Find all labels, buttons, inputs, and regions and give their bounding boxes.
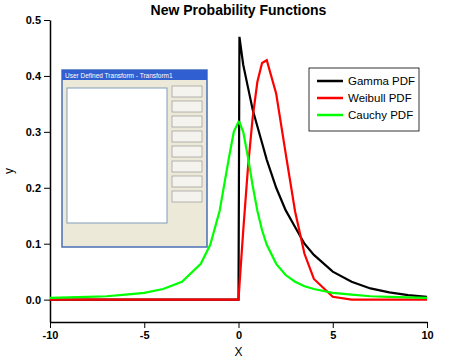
legend-label: Gamma PDF (348, 75, 415, 87)
chart: User Defined Transform - Transform1 -10 -5… (0, 0, 474, 361)
y-tick: 0.3 (26, 126, 50, 138)
dialog-button (172, 191, 202, 202)
y-tick-label: 0.5 (26, 14, 41, 26)
annotation: User Defined Transform - Transform1 (65, 72, 173, 79)
x-tick: 10 (421, 322, 433, 341)
dialog-button (172, 101, 202, 112)
legend: Gamma PDF Weibull PDF Cauchy PDF (309, 68, 419, 131)
y-tick-mark (44, 76, 50, 77)
x-tick-label: 5 (330, 329, 336, 341)
legend-label: Cauchy PDF (348, 109, 413, 121)
dialog-button (172, 131, 202, 142)
dialog-text-area (67, 88, 167, 223)
legend-swatch (317, 97, 343, 100)
legend-label: Weibull PDF (348, 92, 412, 104)
y-tick: 0.2 (26, 182, 50, 194)
y-tick: 0.1 (26, 238, 50, 250)
y-tick-mark (44, 244, 50, 245)
series-line (50, 60, 427, 299)
series-line (50, 122, 427, 298)
y-tick-label: 0.2 (26, 182, 41, 194)
x-tick-label: -5 (140, 329, 150, 341)
y-axis-line (50, 21, 52, 323)
x-tick-mark (239, 322, 240, 328)
title: New Probability Functions (151, 2, 327, 18)
plot-area (50, 37, 427, 300)
inset-dialog: User Defined Transform - Transform1 (62, 70, 207, 247)
dialog-title-bar (62, 70, 207, 80)
x-tick-label: 10 (421, 329, 433, 341)
x-tick-mark (427, 322, 428, 328)
x-tick-mark (333, 322, 334, 328)
x-tick-label: 0 (236, 329, 242, 341)
x-tick: 5 (330, 322, 336, 341)
y-tick-label: 0.3 (26, 126, 41, 138)
dialog-frame (62, 70, 207, 247)
series-line (50, 37, 427, 300)
legend-swatch (317, 114, 343, 117)
y-tick-mark (44, 20, 50, 21)
y-tick: 0.4 (26, 70, 50, 82)
y-tick: 0.0 (26, 294, 50, 306)
x-tick-mark (144, 322, 145, 328)
legend-box (309, 68, 419, 131)
y-tick: 0.5 (26, 14, 50, 26)
x-tick-label: -10 (43, 329, 59, 341)
dialog-button (172, 176, 202, 187)
dialog-button (172, 86, 202, 97)
y-tick-mark (44, 300, 50, 301)
y-tick-label: 0.0 (26, 294, 41, 306)
x-tick: -10 (43, 322, 59, 341)
y-tick-mark (44, 132, 50, 133)
dialog-button (172, 146, 202, 157)
y-tick-mark (44, 188, 50, 189)
x-tick-mark (50, 322, 51, 328)
y-axis: 0.0 0.1 0.2 0.3 0.4 0.5 (26, 14, 51, 322)
y-tick-label: 0.4 (26, 70, 42, 82)
y-tick-label: 0.1 (26, 238, 41, 250)
x-axis: -10 -5 0 5 10 (43, 322, 434, 341)
x-tick: -5 (140, 322, 150, 341)
x-axis-title: X (234, 345, 242, 359)
dialog-button (172, 116, 202, 127)
y-axis-title: y (2, 168, 16, 174)
x-tick: 0 (236, 322, 242, 341)
legend-swatch (317, 80, 343, 83)
dialog-button (172, 161, 202, 172)
